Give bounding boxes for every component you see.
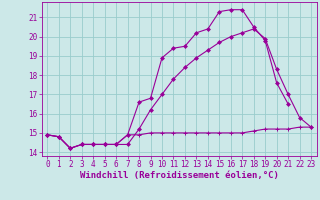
X-axis label: Windchill (Refroidissement éolien,°C): Windchill (Refroidissement éolien,°C) — [80, 171, 279, 180]
